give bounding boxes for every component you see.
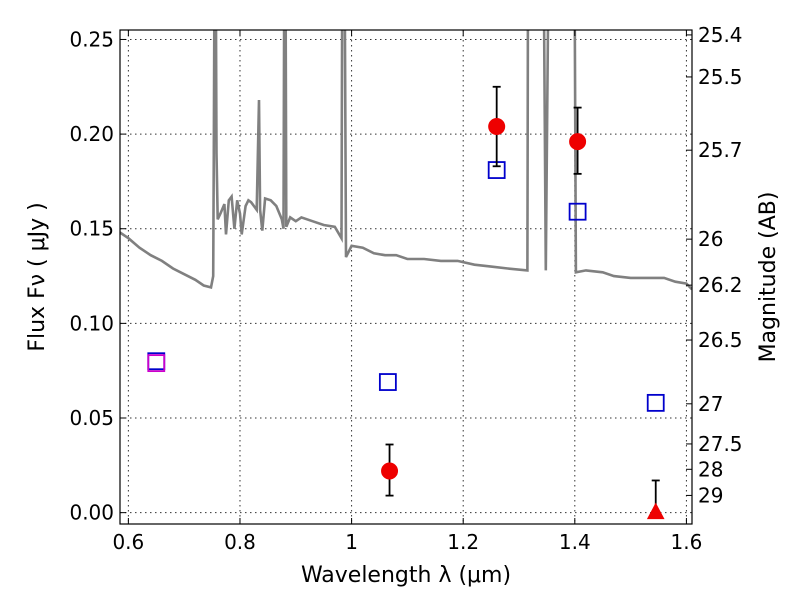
y-tick-label: 0.00 — [69, 501, 114, 525]
y2-axis-title: Magnitude (AB) — [756, 192, 781, 363]
y2-tick-label: 29 — [698, 483, 723, 507]
y-tick-label: 0.25 — [69, 27, 114, 51]
x-tick-label: 1.2 — [447, 530, 479, 554]
y2-tick-label: 26.5 — [698, 328, 743, 352]
plot-frame — [119, 29, 693, 525]
model-photometry-square — [147, 354, 166, 373]
y2-tick-label: 27 — [698, 392, 723, 416]
x-tick-label: 0.8 — [224, 530, 256, 554]
y-tick-label: 0.05 — [69, 406, 114, 430]
x-tick-label: 1.6 — [671, 530, 703, 554]
observed-point — [488, 118, 506, 136]
model-photometry-square — [568, 202, 587, 221]
y2-tick-label: 26.2 — [698, 273, 743, 297]
model-sed-line — [120, 30, 692, 291]
x-axis-title: Wavelength λ (μm) — [301, 563, 511, 588]
y2-tick-label: 26 — [698, 227, 723, 251]
y-axis-title: Flux Fν ( μJy ) — [25, 202, 50, 351]
y2-tick-label: 25.5 — [698, 65, 743, 89]
x-tick-label: 1.4 — [559, 530, 591, 554]
y2-tick-label: 28 — [698, 457, 723, 481]
plot-area — [120, 30, 692, 520]
model-photometry-square — [646, 393, 665, 412]
y-tick-label: 0.10 — [69, 311, 114, 335]
y-tick-label: 0.15 — [69, 217, 114, 241]
observed-point — [569, 133, 587, 151]
observed-point — [381, 462, 399, 480]
x-tick-label: 1 — [345, 530, 358, 554]
y2-tick-label: 25.4 — [698, 23, 743, 47]
y-tick-label: 0.20 — [69, 122, 114, 146]
model-photometry-square — [378, 373, 397, 391]
y2-tick-label: 27.5 — [698, 432, 743, 456]
upper-limit-triangle — [646, 502, 665, 520]
axis-ticks: 0.6 0.8 1 1.2 1.4 1.6 0.00 0.05 0.10 0.15 0.20 0.25… — [69, 23, 742, 554]
x-tick-label: 0.6 — [112, 530, 144, 554]
y2-tick-label: 25.7 — [698, 138, 743, 162]
